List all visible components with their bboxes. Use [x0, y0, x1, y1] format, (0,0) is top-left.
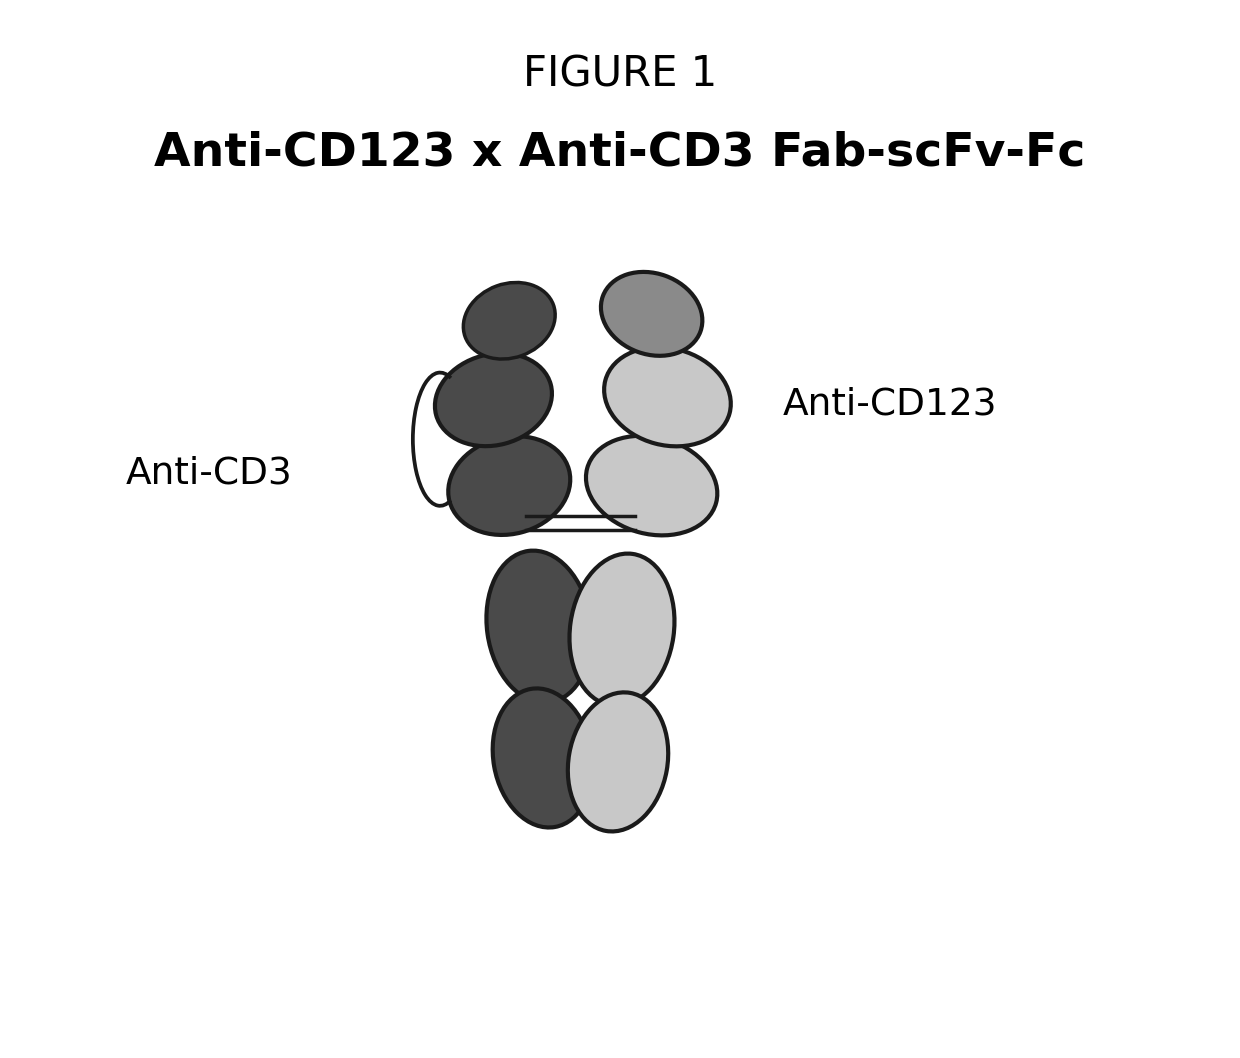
Ellipse shape	[569, 553, 675, 706]
Text: FIGURE 1: FIGURE 1	[523, 53, 717, 95]
Ellipse shape	[604, 347, 730, 446]
Ellipse shape	[448, 436, 570, 535]
Text: Anti-CD123: Anti-CD123	[784, 386, 998, 422]
Ellipse shape	[587, 436, 717, 535]
Ellipse shape	[435, 353, 552, 446]
Ellipse shape	[568, 692, 668, 832]
Ellipse shape	[464, 282, 556, 359]
Ellipse shape	[486, 550, 591, 703]
Ellipse shape	[492, 689, 593, 827]
Ellipse shape	[601, 272, 702, 355]
Text: Anti-CD3: Anti-CD3	[125, 456, 293, 492]
Text: Anti-CD123 x Anti-CD3 Fab-scFv-Fc: Anti-CD123 x Anti-CD3 Fab-scFv-Fc	[154, 130, 1086, 176]
